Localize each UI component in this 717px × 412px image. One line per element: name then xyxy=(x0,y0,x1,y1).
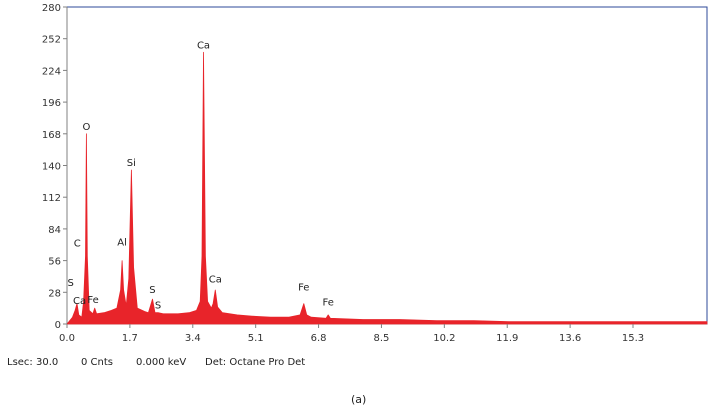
spectrum-area xyxy=(66,51,708,325)
peak-label: Si xyxy=(127,158,136,169)
y-tick-label: 252 xyxy=(42,35,61,46)
peak-label: Al xyxy=(117,237,127,248)
peak-label: Ca xyxy=(209,275,222,286)
figure-caption: (a) xyxy=(351,393,367,406)
plot-frame xyxy=(66,6,708,325)
peak-label: O xyxy=(82,122,90,133)
x-tick-label: 10.2 xyxy=(433,333,455,344)
x-tick-label: 3.4 xyxy=(185,333,201,344)
y-tick-label: 28 xyxy=(48,288,61,299)
peak-label: Ca xyxy=(73,296,86,307)
y-tick-label: 280 xyxy=(42,3,61,14)
y-tick-label: 112 xyxy=(42,193,61,204)
peak-label: S xyxy=(149,285,155,296)
peak-label: Fe xyxy=(298,283,309,294)
status-lsec: Lsec: 30.0 xyxy=(7,357,59,368)
x-tick-label: 11.9 xyxy=(496,333,518,344)
peak-label: Fe xyxy=(322,297,333,308)
x-tick-label: 1.7 xyxy=(122,333,138,344)
status-counts: 0 Cnts xyxy=(81,357,113,368)
eds-spectrum-chart: 0 28 56 84 112 140 168 196 224 252 280 0.0 1.7 3.4 5.1… xyxy=(42,3,708,344)
peak-label: S xyxy=(68,278,74,289)
y-tick-label: 56 xyxy=(48,257,61,268)
x-tick-label: 0.0 xyxy=(59,333,75,344)
status-energy: 0.000 keV xyxy=(136,357,187,368)
y-tick-label: 168 xyxy=(42,130,61,141)
x-tick-label: 5.1 xyxy=(248,333,264,344)
y-tick-label: 84 xyxy=(48,225,61,236)
y-tick-label: 196 xyxy=(42,98,61,109)
y-tick-label: 224 xyxy=(42,66,61,77)
peak-label: Ca xyxy=(197,40,210,51)
x-tick-label: 8.5 xyxy=(373,333,389,344)
y-tick-label: 0 xyxy=(55,320,61,331)
status-detector: Det: Octane Pro Det xyxy=(205,357,306,368)
x-tick-label: 15.3 xyxy=(622,333,644,344)
peak-label: S xyxy=(155,301,161,312)
peak-label: C xyxy=(74,238,81,249)
y-tick-label: 140 xyxy=(42,162,61,173)
x-tick-label: 13.6 xyxy=(559,333,581,344)
peak-label: Fe xyxy=(87,295,98,306)
x-tick-label: 6.8 xyxy=(311,333,327,344)
